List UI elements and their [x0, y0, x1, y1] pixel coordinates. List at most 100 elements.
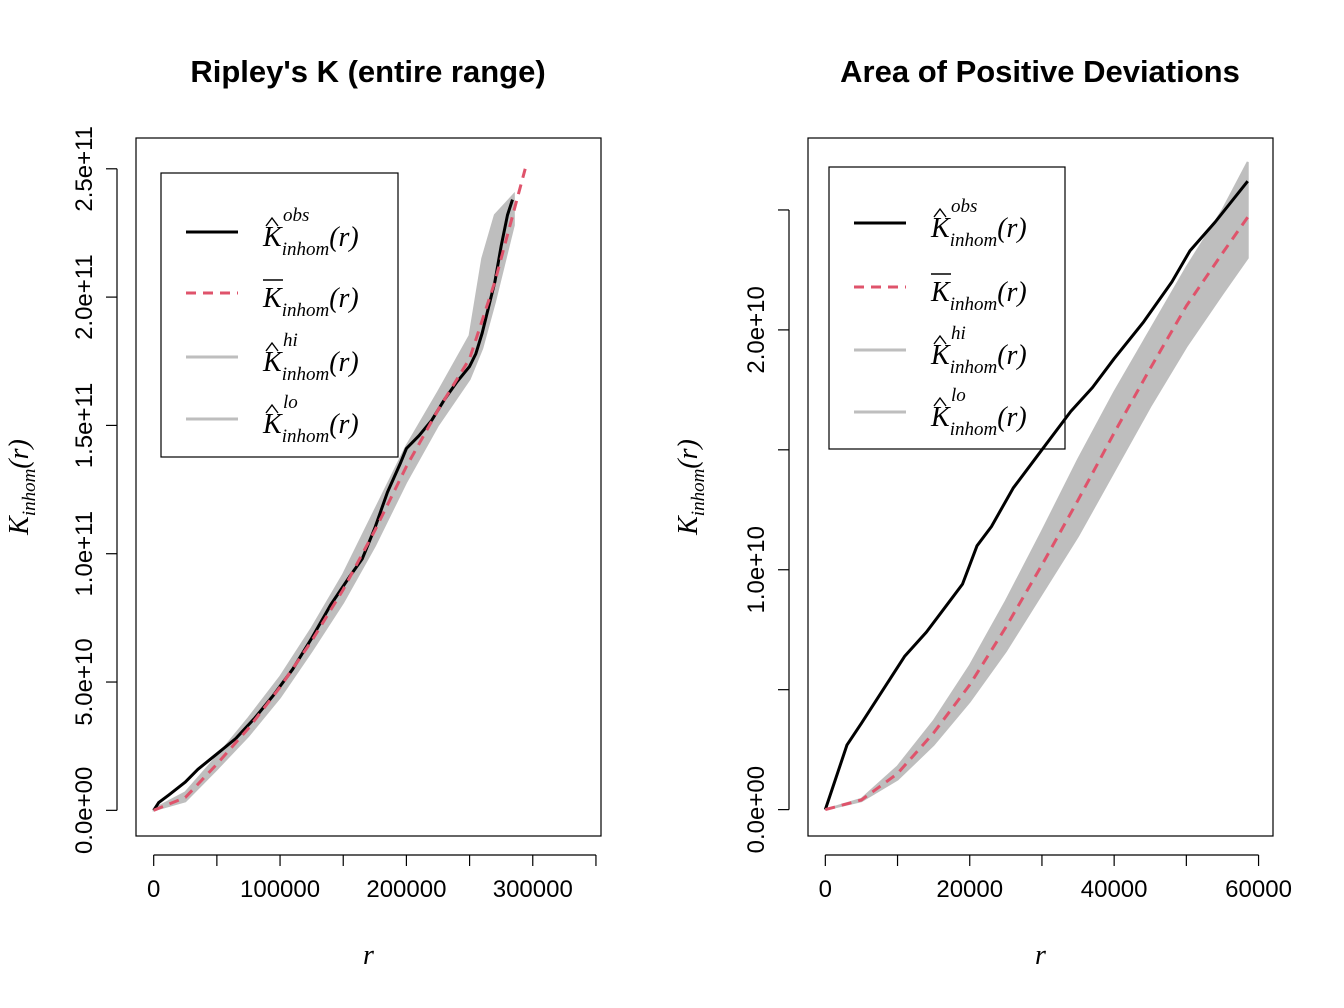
- legend-label-sub: inhom: [950, 357, 998, 378]
- plot-frame: [807, 137, 1274, 837]
- legend-label-sup: obs: [951, 196, 977, 217]
- legend-label-sub: inhom: [282, 364, 330, 385]
- series-line-theo: [153, 168, 527, 812]
- plot-frame: [135, 137, 602, 837]
- x-axis: 0 20000 40000 60000: [819, 854, 1292, 903]
- series-line-obs: [152, 199, 514, 812]
- legend-label-base: K: [930, 277, 951, 308]
- legend-label-base: K: [930, 340, 951, 371]
- legend-frame: [160, 172, 399, 458]
- y-axis-label: Kinhom(r): [673, 439, 709, 536]
- hat-mark: [265, 341, 279, 352]
- x-tick-label: 0: [147, 876, 160, 903]
- legend-label-sup: lo: [283, 392, 298, 413]
- y-axis: 0.0e+00 1.0e+10 2.0e+10: [743, 209, 790, 853]
- legend-label: Kinhom(r): [262, 409, 359, 447]
- legend-item-lo: Kinhom(r)lo: [854, 385, 1027, 440]
- legend-label-base: K: [262, 409, 283, 440]
- y-label-arg: (r): [673, 439, 704, 469]
- legend-label-sup: obs: [283, 205, 309, 226]
- hat-mark: [933, 396, 947, 407]
- hat-mark: [933, 334, 947, 345]
- y-tick-label: 2.0e+10: [743, 286, 770, 373]
- x-tick-label: 100000: [240, 876, 320, 903]
- x-tick-label: 20000: [936, 876, 1003, 903]
- panel-ripleys-k: Ripley's K (entire range) 0 100000 200000 30…: [4, 54, 602, 971]
- legend-label: Kinhom(r): [930, 340, 1027, 378]
- legend-label-sup: hi: [951, 323, 966, 344]
- y-label-sub: inhom: [688, 469, 709, 517]
- legend-label-sub: inhom: [950, 419, 998, 440]
- legend-item-theo: Kinhom(r): [186, 279, 359, 321]
- legend-item-obs: Kinhom(r)obs: [854, 196, 1027, 251]
- legend-label-arg: (r): [329, 347, 359, 378]
- x-tick-label: 40000: [1081, 876, 1148, 903]
- series-line-theo: [824, 216, 1249, 812]
- legend-item-theo: Kinhom(r): [854, 273, 1027, 315]
- x-tick-label: 0: [819, 876, 832, 903]
- y-tick-label: 1.0e+10: [743, 526, 770, 613]
- legend: Kinhom(r)obsKinhom(r)Kinhom(r)hiKinhom(r…: [828, 166, 1066, 450]
- legend-label-arg: (r): [997, 213, 1027, 244]
- legend-label-sub: inhom: [282, 239, 330, 260]
- y-label-base: K: [4, 515, 35, 536]
- legend-label-sub: inhom: [282, 426, 330, 447]
- y-label-base: K: [673, 515, 704, 536]
- legend-label-sup: hi: [283, 330, 298, 351]
- legend-label-sup: lo: [951, 385, 966, 406]
- x-axis-label: r: [1035, 940, 1046, 971]
- legend-label-base: K: [262, 222, 283, 253]
- chart-title: Area of Positive Deviations: [840, 54, 1240, 89]
- y-tick-label: 5.0e+10: [71, 638, 98, 725]
- x-tick-label: 60000: [1225, 876, 1292, 903]
- legend-label-sub: inhom: [950, 230, 998, 251]
- legend-label-sub: inhom: [282, 300, 330, 321]
- legend-label-arg: (r): [329, 222, 359, 253]
- y-tick-label: 1.5e+11: [71, 383, 98, 469]
- legend-label-sub: inhom: [950, 294, 998, 315]
- legend-label-arg: (r): [329, 283, 359, 314]
- y-axis: 0.0e+00 5.0e+10 1.0e+11 1.5e+11 2.0e+11 2.5e+…: [71, 126, 118, 854]
- y-label-sub: inhom: [19, 469, 40, 517]
- legend-label: Kinhom(r): [262, 222, 359, 260]
- legend-item-hi: Kinhom(r)hi: [854, 323, 1027, 378]
- envelope-band: [152, 191, 515, 812]
- legend-label-arg: (r): [997, 402, 1027, 433]
- y-tick-label: 0.0e+00: [743, 766, 770, 853]
- x-axis: 0 100000 200000 300000: [147, 854, 597, 903]
- hat-mark: [265, 216, 279, 227]
- series-line-obs: [823, 180, 1249, 811]
- legend-label-base: K: [930, 213, 951, 244]
- chart-title: Ripley's K (entire range): [190, 54, 545, 89]
- y-tick-label: 0.0e+00: [71, 767, 98, 854]
- legend-label: Kinhom(r): [930, 277, 1027, 315]
- y-axis-label: Kinhom(r): [4, 439, 40, 536]
- legend-label: Kinhom(r): [930, 402, 1027, 440]
- panel-positive-deviations: Area of Positive Deviations 0 20000 40000 60…: [673, 54, 1292, 971]
- y-tick-label: 2.5e+11: [71, 126, 98, 212]
- legend-label: Kinhom(r): [930, 213, 1027, 251]
- legend-label: Kinhom(r): [262, 283, 359, 321]
- x-axis-label: r: [363, 940, 374, 971]
- x-tick-label: 300000: [493, 876, 573, 903]
- legend-label-arg: (r): [329, 409, 359, 440]
- legend: Kinhom(r)obsKinhom(r)Kinhom(r)hiKinhom(r…: [160, 172, 399, 458]
- hat-mark: [265, 403, 279, 414]
- legend-item-lo: Kinhom(r)lo: [186, 392, 359, 447]
- legend-label-base: K: [262, 347, 283, 378]
- legend-item-obs: Kinhom(r)obs: [186, 205, 359, 260]
- x-tick-label: 200000: [366, 876, 446, 903]
- legend-label-arg: (r): [997, 277, 1027, 308]
- legend-label-base: K: [930, 402, 951, 433]
- y-tick-label: 1.0e+11: [71, 511, 98, 597]
- legend-item-hi: Kinhom(r)hi: [186, 330, 359, 385]
- hat-mark: [933, 207, 947, 218]
- y-label-arg: (r): [4, 439, 35, 469]
- legend-label-base: K: [262, 283, 283, 314]
- y-tick-label: 2.0e+11: [71, 254, 98, 340]
- legend-frame: [828, 166, 1066, 450]
- envelope-band: [825, 161, 1249, 811]
- legend-label-arg: (r): [997, 340, 1027, 371]
- legend-label: Kinhom(r): [262, 347, 359, 385]
